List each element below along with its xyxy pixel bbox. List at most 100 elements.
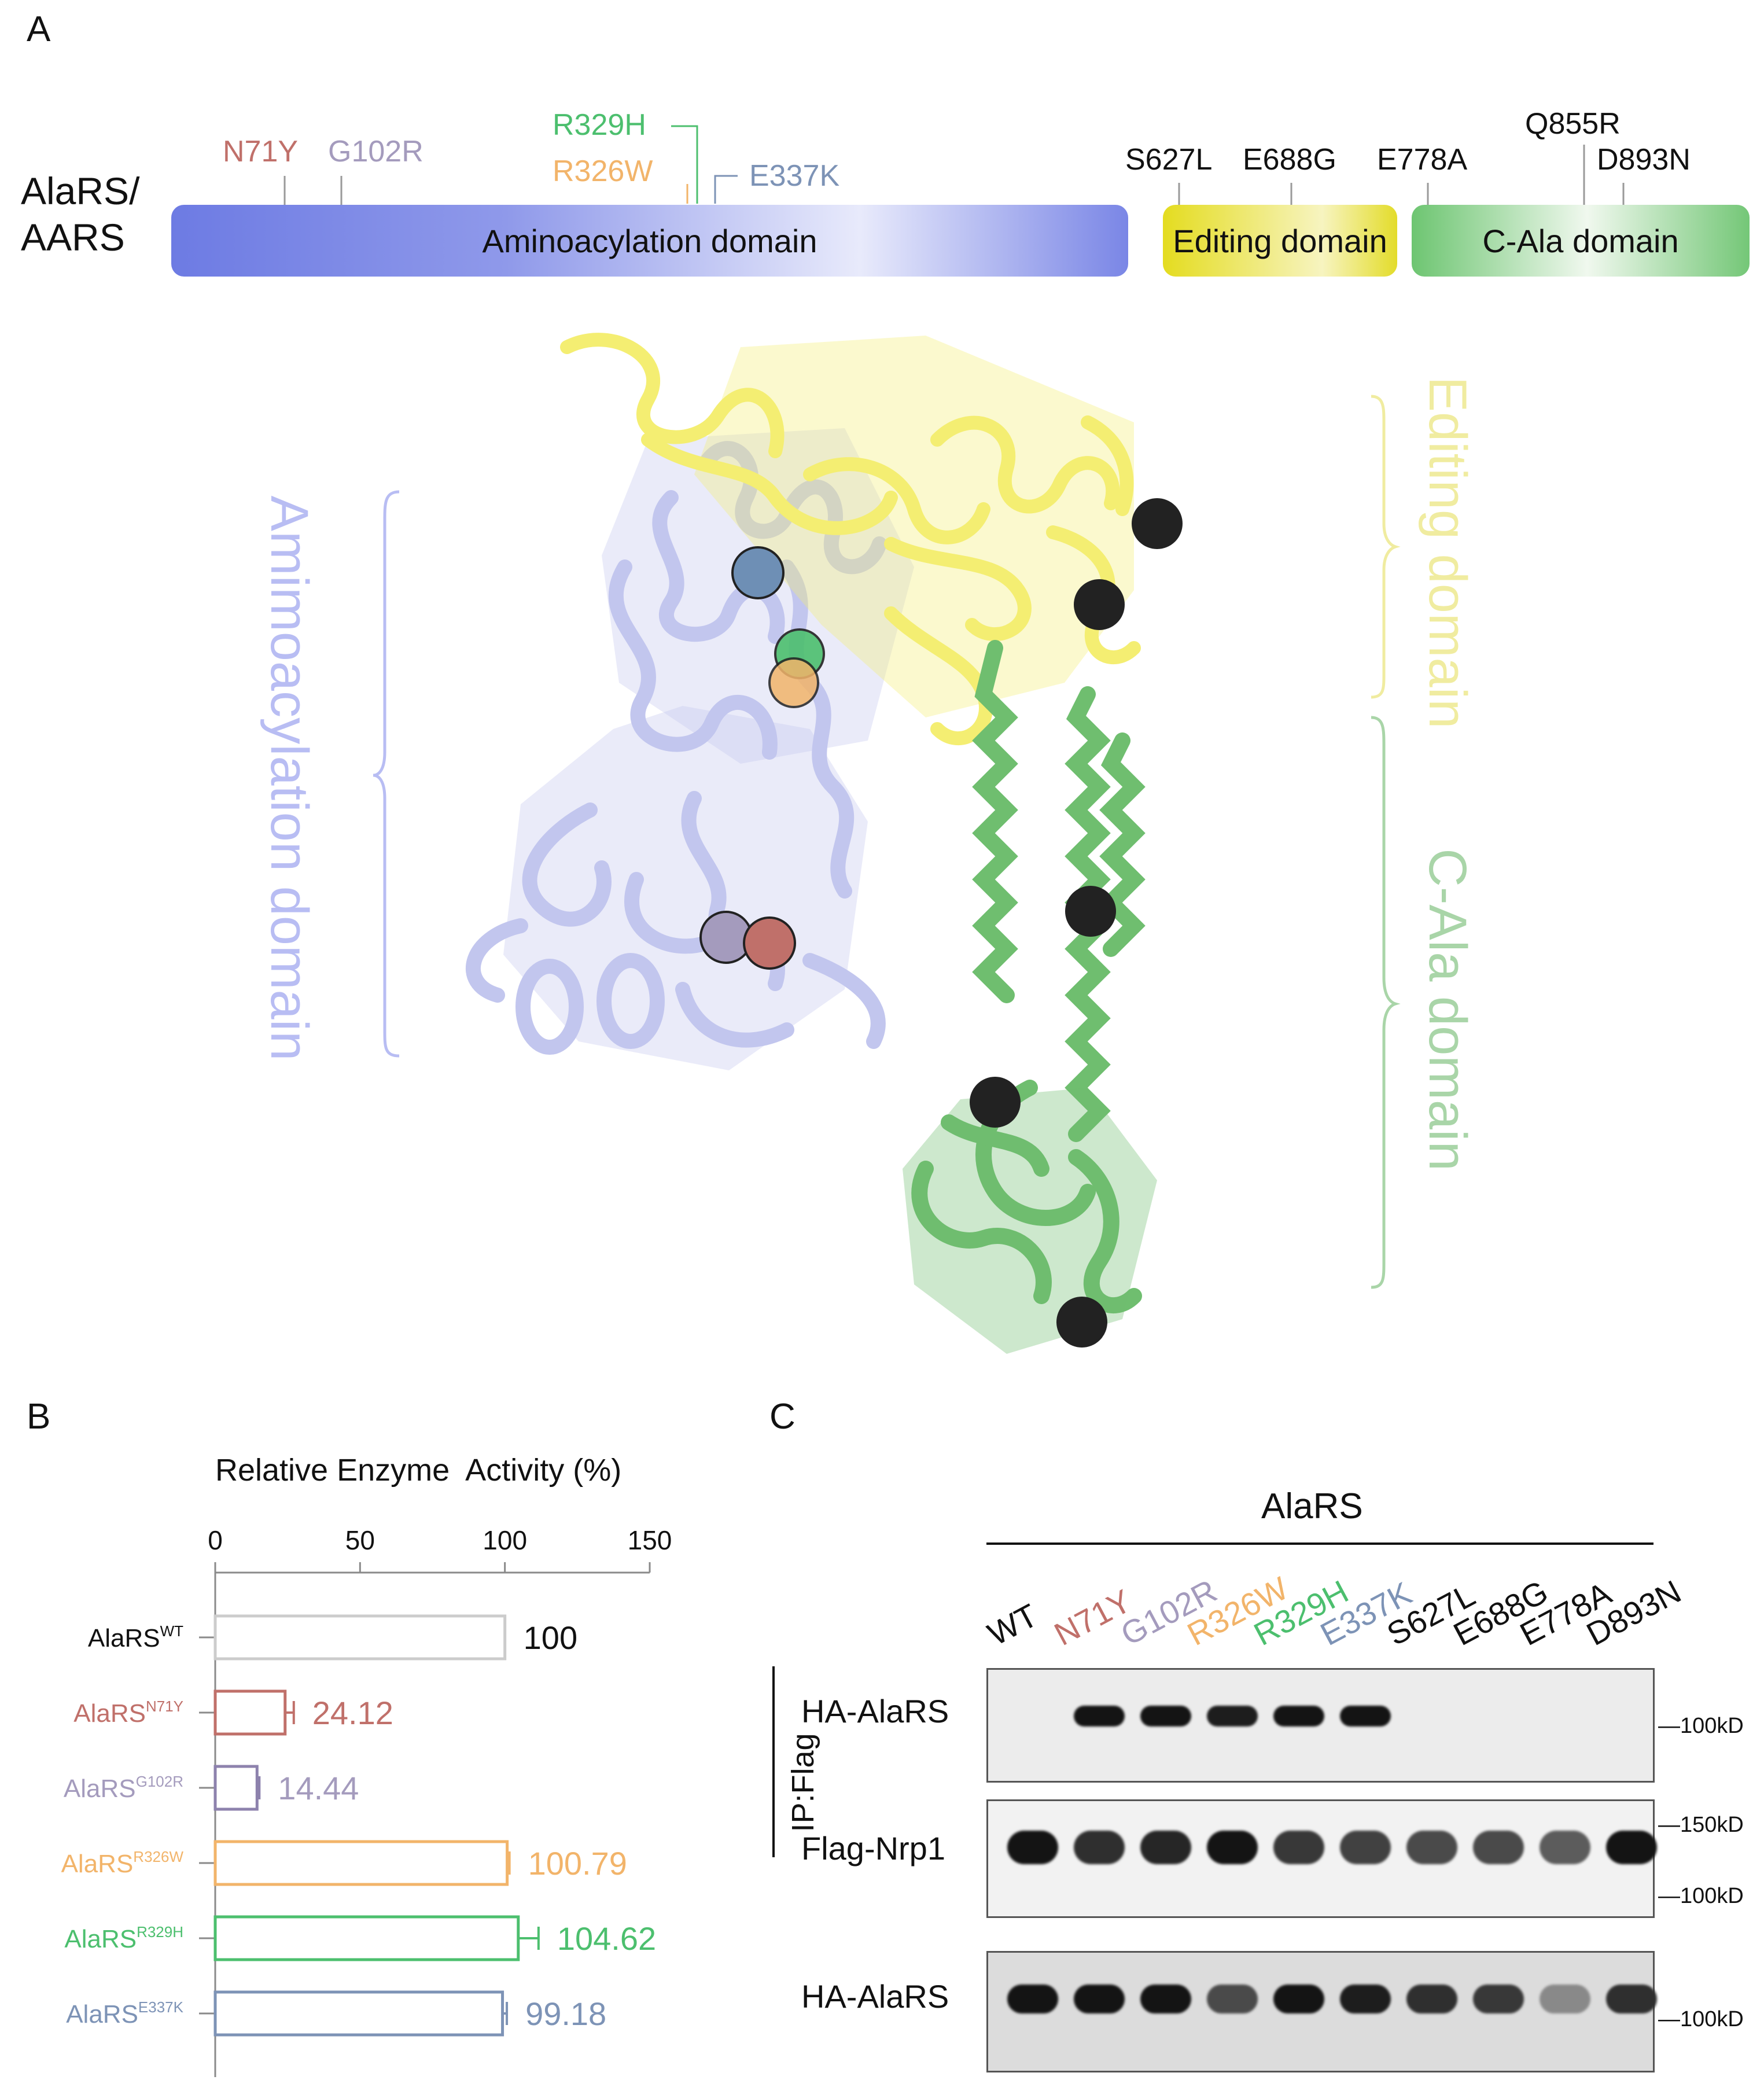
protein-structure-figure [466, 333, 1183, 1354]
bar-category-label: AlaRSN71Y [73, 1698, 183, 1728]
blot-label-ha-alaras-input: HA-AlaRS [801, 1978, 949, 2015]
panel-b-letter: B [27, 1397, 51, 1437]
sphere-editing-2 [1074, 579, 1125, 630]
blot-band [1140, 1831, 1191, 1864]
mutation-label-s627l: S627L [1125, 143, 1213, 176]
bar-category-label: AlaRSWT [88, 1622, 183, 1652]
mw-marker-blot1-100kd: —100kD [1658, 1714, 1744, 1738]
mutation-label-e688g: E688G [1243, 143, 1336, 176]
bar-value-label: 14.44 [278, 1770, 359, 1806]
sphere-cala-2 [970, 1077, 1021, 1128]
c-ala-domain-label: C-Ala domain [1482, 222, 1679, 259]
lane-label-wt: WT [981, 1596, 1044, 1653]
sphere-e337k [731, 546, 785, 599]
bar [213, 1689, 287, 1736]
western-header-line [986, 1542, 1653, 1545]
bar [213, 1990, 504, 2037]
sphere-editing-1 [1132, 498, 1183, 549]
bar [213, 1915, 520, 1961]
structure-braces [373, 395, 1401, 1289]
bar [213, 1765, 259, 1811]
blot-label-ha-alaras-ip: HA-AlaRS [801, 1693, 949, 1729]
mutation-label-r326w: R326W [553, 154, 653, 188]
blot-band [1074, 1831, 1125, 1864]
bar-value-label: 104.62 [557, 1920, 656, 1957]
bar-category-superscript: N71Y [146, 1698, 183, 1715]
blot-band [1340, 1831, 1391, 1864]
sphere-r326w [768, 657, 819, 708]
protein-label-line2: AARS [21, 216, 125, 259]
blot-band [1207, 1831, 1258, 1864]
mutation-label-e337k: E337K [749, 159, 840, 193]
panel-a-letter: A [27, 9, 51, 49]
mutation-label-r329h: R329H [553, 108, 646, 142]
mw-marker-text: 100kD [1680, 2007, 1744, 2031]
bar-chart: 0 50 100 150 AlaRSWT 100 AlaRSN71Y 24.12 AlaRSG1… [0, 1504, 752, 2077]
c-ala-domain-bar: C-Ala domain [1412, 205, 1750, 277]
blot-band [1207, 1706, 1258, 1726]
ip-label: IP:Flag [786, 1733, 820, 1832]
x-tick-label: 50 [345, 1525, 375, 1555]
blot-band [1140, 1706, 1191, 1726]
blot-input-ha-alaras [986, 1951, 1657, 2072]
structure-label-c-ala: C-Ala domain [1418, 848, 1477, 1171]
mutation-label-d893n: D893N [1597, 143, 1691, 176]
mw-marker-blot2-100kd: —100kD [1658, 1884, 1744, 1908]
mw-marker-text: 100kD [1680, 1714, 1744, 1738]
bar-category-superscript: E337K [138, 1998, 184, 2016]
bar-category-superscript: R326W [133, 1848, 183, 1865]
mutation-label-e778a: E778A [1377, 143, 1468, 176]
mw-marker-text: 100kD [1680, 1884, 1744, 1908]
blot-band [1074, 1985, 1125, 2013]
bar-category-label: AlaRSR329H [64, 1923, 183, 1953]
blot-band [1074, 1706, 1125, 1726]
blot-band [1273, 1706, 1324, 1726]
structure-label-editing: Editing domain [1418, 376, 1477, 729]
aminoacylation-domain-label: Aminoacylation domain [482, 222, 817, 259]
blot-ip-ha-alaras [986, 1668, 1655, 1783]
mw-marker-text: 150kD [1680, 1813, 1744, 1837]
bar-category-label: AlaRSE337K [66, 1998, 183, 2029]
blot-ip-flag-nrp1 [986, 1799, 1657, 1918]
blot-band [1007, 1985, 1058, 2013]
bar [213, 1614, 507, 1661]
bar-value-label: 100.79 [528, 1845, 627, 1882]
blot-band [1606, 1831, 1657, 1864]
x-tick-label: 0 [208, 1525, 223, 1555]
bar-category-superscript: R329H [137, 1923, 183, 1941]
bar-value-label: 99.18 [525, 1996, 606, 2032]
sphere-cala-3 [1056, 1297, 1107, 1348]
bar [213, 1840, 509, 1886]
blot-band [1540, 1985, 1590, 2013]
mutation-tick-lines [283, 125, 1625, 205]
aminoacylation-domain-bar: Aminoacylation domain [171, 205, 1128, 277]
bar-category-label: AlaRSR326W [61, 1848, 184, 1878]
protein-label: AlaRS/ AARS [21, 168, 139, 260]
blot-band [1406, 1831, 1457, 1864]
blot-band [1473, 1831, 1524, 1864]
blot-label-flag-nrp1: Flag-Nrp1 [801, 1830, 945, 1867]
x-tick-label: 100 [483, 1525, 527, 1555]
blot-band [1140, 1985, 1191, 2013]
blot-band [1606, 1985, 1657, 2013]
structure-label-aminoacylation: Amimoacylation domain [260, 495, 319, 1061]
blot-band [1207, 1985, 1258, 2013]
bar-category-superscript: WT [160, 1622, 184, 1640]
mw-marker-blot3-100kd: —100kD [1658, 2007, 1744, 2031]
editing-domain-label: Editing domain [1173, 222, 1387, 259]
blot-band [1473, 1985, 1524, 2013]
blot-band [1406, 1985, 1457, 2013]
western-header: AlaRS [1261, 1486, 1363, 1526]
mutation-label-n71y: N71Y [223, 135, 299, 168]
blot-band [1340, 1706, 1391, 1726]
blot-band [1007, 1831, 1058, 1864]
bar-value-label: 24.12 [312, 1695, 393, 1731]
sphere-cala-1 [1065, 886, 1116, 937]
blot-band [1273, 1985, 1324, 2013]
mw-marker-blot2-150kd: —150kD [1658, 1813, 1744, 1837]
mutation-label-g102r: G102R [328, 135, 423, 168]
blot-band [1540, 1831, 1590, 1864]
bar-value-label: 100 [524, 1619, 577, 1656]
mutation-label-q855r: Q855R [1525, 107, 1621, 141]
editing-domain-bar: Editing domain [1163, 205, 1397, 277]
